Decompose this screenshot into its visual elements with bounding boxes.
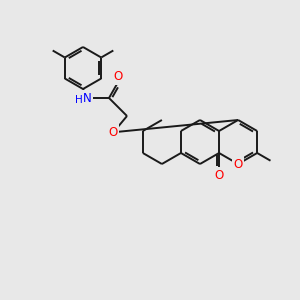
Text: O: O [113,70,123,83]
Text: O: O [214,169,224,182]
Text: O: O [233,158,243,170]
Text: H: H [75,95,83,105]
Text: O: O [108,125,118,139]
Text: N: N [82,92,91,104]
